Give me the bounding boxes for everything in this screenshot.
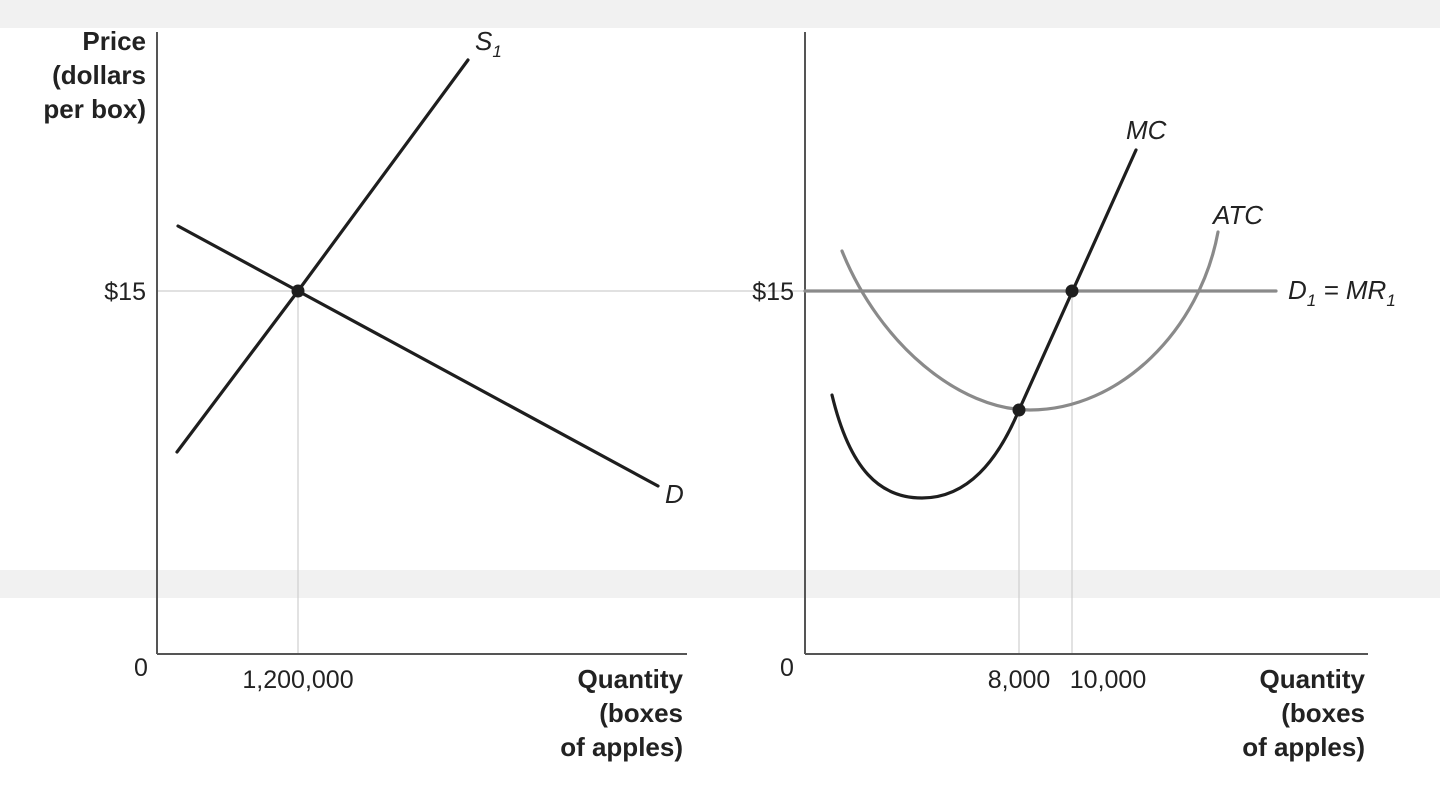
- mc-curve-label: MC: [1126, 115, 1167, 145]
- firm-x-tick-label-8000: 8,000: [988, 666, 1051, 694]
- market-y-axis-label-line1: Price: [82, 26, 146, 56]
- supply-curve-label-letter: S: [475, 26, 493, 56]
- market-y-tick-label: $15: [104, 278, 146, 306]
- firm-demand-mr-label: D1 = MR1: [1288, 275, 1396, 310]
- top-shade-band: [0, 0, 1440, 28]
- firm-demand-label-letter: D: [1288, 275, 1307, 305]
- market-origin-label: 0: [134, 654, 148, 682]
- supply-curve: [175, 58, 470, 454]
- demand-curve-label: D: [665, 479, 684, 509]
- firm-demand-label-suffix-subscript: 1: [1386, 291, 1395, 310]
- market-x-axis-label-line3: of apples): [560, 732, 683, 762]
- firm-x-axis-label-line1: Quantity: [1260, 664, 1366, 694]
- atc-curve: [840, 230, 1220, 412]
- market-equilibrium-point: [291, 284, 305, 298]
- market-x-axis-label-line2: (boxes: [599, 698, 683, 728]
- market-x-axis-label-line1: Quantity: [578, 664, 684, 694]
- firm-demand-label-subscript: 1: [1307, 291, 1316, 310]
- bottom-shade-band: [0, 570, 1440, 598]
- mc-curve: [830, 148, 1138, 500]
- firm-panel: $15 0 8,000 10,000 Quantity (boxes of ap…: [752, 32, 1396, 762]
- firm-y-tick-label: $15: [752, 278, 794, 306]
- firm-x-axis-label-line2: (boxes: [1281, 698, 1365, 728]
- market-x-tick-label: 1,200,000: [242, 666, 353, 694]
- firm-x-tick-label-10000: 10,000: [1070, 666, 1146, 694]
- market-y-axis-label-line2: (dollars: [52, 60, 146, 90]
- firm-x-axis-label-line3: of apples): [1242, 732, 1365, 762]
- atc-curve-label: ATC: [1211, 200, 1263, 230]
- firm-breakeven-point: [1012, 403, 1026, 417]
- market-panel: Price (dollars per box) $15 0 1,200,000 …: [43, 26, 805, 762]
- market-y-axis-label-line3: per box): [43, 94, 146, 124]
- supply-curve-label: S1: [475, 26, 502, 61]
- supply-curve-label-subscript: 1: [492, 42, 501, 61]
- firm-demand-label-suffix: = MR: [1316, 275, 1386, 305]
- firm-origin-label: 0: [780, 654, 794, 682]
- firm-profit-max-point: [1065, 284, 1079, 298]
